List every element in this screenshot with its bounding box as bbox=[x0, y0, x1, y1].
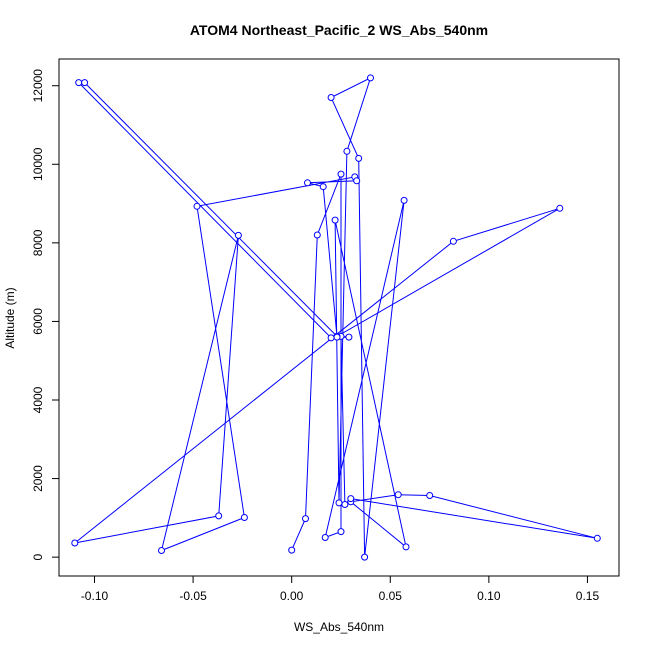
data-point bbox=[402, 543, 410, 551]
data-point bbox=[556, 204, 564, 212]
data-point bbox=[426, 492, 434, 499]
data-point bbox=[319, 183, 327, 191]
data-point bbox=[355, 154, 363, 162]
x-axis: -0.10 -0.05 0.00 0.05 0.10 0.15 bbox=[81, 575, 600, 603]
data-point bbox=[321, 534, 329, 541]
x-tick-label: 0.15 bbox=[576, 589, 600, 603]
data-point bbox=[333, 333, 341, 341]
x-tick-label: -0.10 bbox=[81, 589, 109, 603]
data-point bbox=[337, 170, 345, 178]
data-point bbox=[193, 202, 201, 210]
data-point bbox=[400, 196, 408, 204]
data-point bbox=[81, 79, 89, 87]
y-tick-label: 2000 bbox=[31, 465, 45, 492]
x-tick-label: 0.10 bbox=[477, 589, 501, 603]
data-point bbox=[331, 216, 339, 224]
data-point bbox=[367, 74, 374, 82]
data-point bbox=[240, 514, 248, 521]
x-tick-label: 0.05 bbox=[379, 589, 403, 603]
plot-area bbox=[71, 74, 601, 561]
data-point bbox=[394, 491, 402, 499]
y-axis: 0 2000 4000 6000 8000 10000 12000 bbox=[31, 69, 60, 560]
data-point bbox=[341, 501, 349, 508]
data-point bbox=[215, 512, 223, 520]
data-point bbox=[302, 515, 309, 523]
y-tick-label: 10000 bbox=[31, 147, 45, 181]
data-point bbox=[327, 334, 335, 342]
data-point bbox=[343, 147, 351, 155]
chart-title: ATOM4 Northeast_Pacific_2 WS_Abs_540nm bbox=[190, 22, 488, 38]
data-point bbox=[345, 333, 353, 341]
data-point bbox=[304, 179, 311, 187]
y-tick-label: 4000 bbox=[31, 386, 45, 413]
y-axis-label: Altitude (m) bbox=[3, 287, 17, 348]
data-point bbox=[158, 547, 165, 554]
y-tick-label: 6000 bbox=[31, 308, 45, 335]
data-point bbox=[313, 231, 321, 239]
data-point bbox=[361, 553, 369, 561]
data-point bbox=[71, 539, 79, 547]
x-tick-label: -0.05 bbox=[179, 589, 207, 603]
data-point bbox=[288, 546, 296, 554]
data-point bbox=[593, 534, 601, 542]
x-axis-label: WS_Abs_540nm bbox=[294, 620, 384, 634]
data-point bbox=[335, 499, 343, 507]
data-point bbox=[234, 231, 242, 239]
data-point bbox=[327, 94, 335, 101]
data-point bbox=[347, 495, 355, 503]
data-point bbox=[337, 528, 345, 536]
y-tick-label: 8000 bbox=[31, 229, 45, 256]
y-tick-label: 12000 bbox=[31, 69, 45, 103]
data-point bbox=[353, 177, 361, 185]
data-point bbox=[449, 237, 457, 245]
data-point bbox=[75, 79, 83, 87]
x-tick-label: 0.00 bbox=[280, 589, 304, 603]
series-line bbox=[74, 76, 598, 558]
y-tick-label: 0 bbox=[31, 553, 45, 560]
